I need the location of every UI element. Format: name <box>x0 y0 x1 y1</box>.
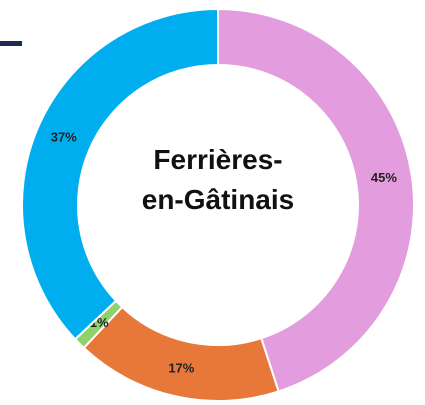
decoration-bar <box>0 41 22 46</box>
data-label: 37% <box>51 130 77 145</box>
donut-segment <box>217 7 415 393</box>
data-label: 17% <box>168 360 194 375</box>
donut-segment <box>21 7 219 341</box>
center-title: Ferrières-en-Gâtinais <box>141 144 295 215</box>
data-label: 45% <box>371 170 397 185</box>
donut-segment <box>82 305 280 402</box>
